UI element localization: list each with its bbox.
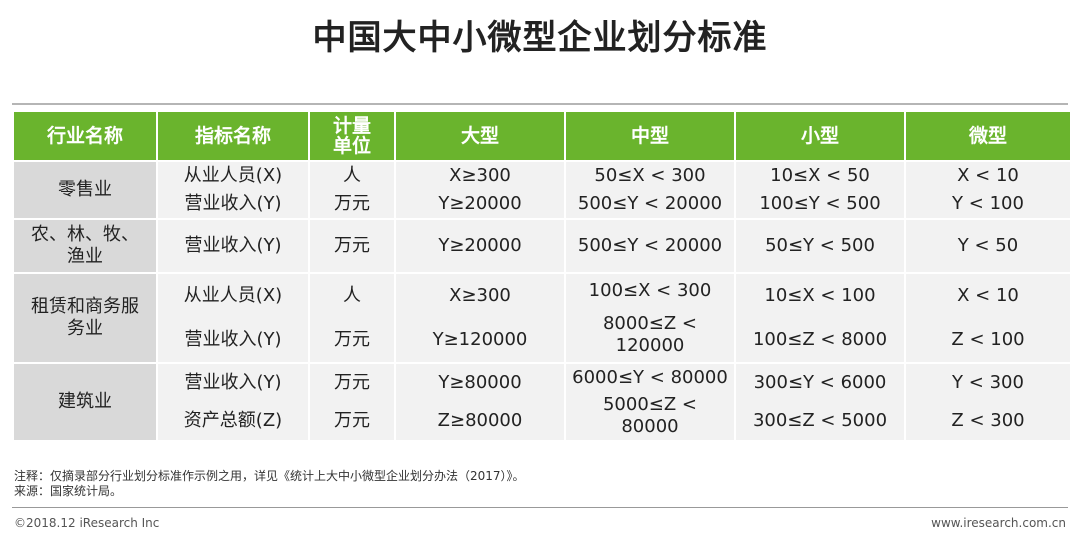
indicator-name-cell: 从业人员(X) 营业收入(Y) xyxy=(158,162,308,218)
small-cell: 300≤Y < 6000 300≤Z < 5000 xyxy=(736,364,904,440)
notes: 注释：仅摘录部分行业划分标准作示例之用，详见《统计上大中小微型企业划分办法（20… xyxy=(14,469,525,499)
medium-cell: 100≤X < 300 8000≤Z <120000 xyxy=(566,274,734,362)
table-row: 租赁和商务服 务业 从业人员(X) 营业收入(Y) 人万元 X≥300 Y≥12000… xyxy=(14,274,1070,362)
header-medium: 中型 xyxy=(566,112,734,160)
large-cell: Y≥20000 xyxy=(396,220,564,272)
header-unit: 计量 单位 xyxy=(310,112,394,160)
table-row: 零售业 从业人员(X) 营业收入(Y) 人万元 X≥300 Y≥20000 50≤X… xyxy=(14,162,1070,218)
large-cell: Y≥80000 Z≥80000 xyxy=(396,364,564,440)
table-row: 建筑业 营业收入(Y) 资产总额(Z) 万元 万元 Y≥80000 Z≥80000 6… xyxy=(14,364,1070,440)
indicator-name-cell: 营业收入(Y) 资产总额(Z) xyxy=(158,364,308,440)
unit-cell: 万元 xyxy=(310,220,394,272)
micro-cell: Y < 50 xyxy=(906,220,1070,272)
micro-cell: X < 10 Y < 100 xyxy=(906,162,1070,218)
small-cell: 10≤X < 100 100≤Z < 8000 xyxy=(736,274,904,362)
unit-cell: 人万元 xyxy=(310,274,394,362)
header-indicator: 指标名称 xyxy=(158,112,308,160)
source-text: 来源：国家统计局。 xyxy=(14,484,123,498)
footer-divider xyxy=(12,507,1068,508)
small-cell: 10≤X < 50 100≤Y < 500 xyxy=(736,162,904,218)
copyright-text: ©2018.12 iResearch Inc xyxy=(14,516,160,530)
large-cell: X≥300 Y≥20000 xyxy=(396,162,564,218)
table-row: 农、林、牧、 渔业 营业收入(Y) 万元 Y≥20000 500≤Y < 2000… xyxy=(14,220,1070,272)
unit-cell: 万元 万元 xyxy=(310,364,394,440)
medium-cell: 50≤X < 300 500≤Y < 20000 xyxy=(566,162,734,218)
unit-cell: 人万元 xyxy=(310,162,394,218)
website-link[interactable]: www.iresearch.com.cn xyxy=(931,516,1066,530)
medium-cell: 500≤Y < 20000 xyxy=(566,220,734,272)
indicator-name-cell: 从业人员(X) 营业收入(Y) xyxy=(158,274,308,362)
header-small: 小型 xyxy=(736,112,904,160)
header-micro: 微型 xyxy=(906,112,1070,160)
title-divider xyxy=(12,103,1068,105)
small-cell: 50≤Y < 500 xyxy=(736,220,904,272)
header-industry: 行业名称 xyxy=(14,112,156,160)
enterprise-classification-table: 行业名称 指标名称 计量 单位 大型 中型 小型 微型 零售业 从业人员(X) 营业… xyxy=(12,110,1072,442)
industry-construction: 建筑业 xyxy=(14,364,156,440)
header-large: 大型 xyxy=(396,112,564,160)
medium-cell: 6000≤Y < 80000 5000≤Z <80000 xyxy=(566,364,734,440)
large-cell: X≥300 Y≥120000 xyxy=(396,274,564,362)
micro-cell: X < 10 Z < 100 xyxy=(906,274,1070,362)
industry-agriculture: 农、林、牧、 渔业 xyxy=(14,220,156,272)
industry-leasing: 租赁和商务服 务业 xyxy=(14,274,156,362)
table-header-row: 行业名称 指标名称 计量 单位 大型 中型 小型 微型 xyxy=(14,112,1070,160)
indicator-name-cell: 营业收入(Y) xyxy=(158,220,308,272)
note-text: 注释：仅摘录部分行业划分标准作示例之用，详见《统计上大中小微型企业划分办法（20… xyxy=(14,469,525,483)
micro-cell: Y < 300 Z < 300 xyxy=(906,364,1070,440)
page-title: 中国大中小微型企业划分标准 xyxy=(312,18,768,58)
industry-retail: 零售业 xyxy=(14,162,156,218)
